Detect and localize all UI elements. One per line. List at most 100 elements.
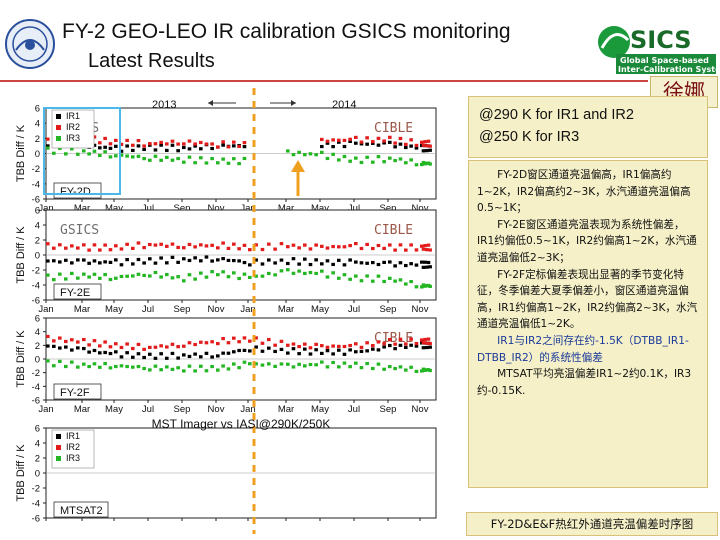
data-point-ir2 [426, 139, 431, 143]
data-point-ir2 [279, 339, 284, 343]
data-point-ir3 [204, 161, 209, 165]
data-point-ir1 [131, 355, 135, 359]
data-point-ir1 [87, 350, 91, 354]
panel-label-box [53, 501, 109, 518]
legend-entry: IR3 [66, 453, 80, 463]
data-point-ir2 [409, 337, 413, 341]
data-point-ir1 [254, 345, 258, 349]
data-point-ir2 [428, 144, 432, 148]
data-point-ir1 [320, 144, 324, 149]
data-point-ir3 [64, 152, 68, 156]
x-tick-label: Jul [142, 304, 154, 315]
data-point-ir3 [273, 273, 277, 277]
data-point-ir1 [404, 145, 408, 150]
data-point-ir1 [337, 140, 341, 144]
x-tick-label: May [105, 304, 123, 315]
legend-marker [56, 125, 61, 130]
data-point-ir3 [342, 273, 347, 277]
desc-fy2f: FY-2F定标偏差表现出显著的季节变化特征，冬季偏差大夏季偏差小，窗区通道亮温偏… [477, 268, 698, 331]
data-point-ir1 [232, 258, 236, 263]
data-point-ir3 [98, 153, 102, 158]
data-point-ir1 [125, 351, 129, 355]
data-point-ir3 [348, 159, 352, 163]
x-tick-label: May [311, 404, 329, 415]
y-tick-label: -4 [32, 281, 40, 292]
data-point-ir1 [425, 149, 429, 153]
y-tick-label: -4 [32, 382, 40, 393]
data-point-ir3 [267, 271, 271, 276]
data-point-ir2 [428, 248, 432, 252]
data-point-ir2 [76, 340, 80, 344]
data-point-ir1 [142, 261, 146, 265]
data-point-ir3 [199, 364, 203, 368]
data-point-ir3 [371, 366, 375, 371]
data-point-ir1 [170, 351, 175, 356]
data-point-ir2 [267, 242, 271, 246]
data-point-ir2 [187, 139, 192, 143]
data-point-ir2 [182, 246, 186, 250]
x-tick-label: May [311, 304, 329, 315]
y-tick-label: 2 [35, 134, 40, 145]
data-point-ir1 [187, 258, 192, 263]
data-point-ir2 [182, 142, 186, 146]
x-tick-label: Jan [38, 404, 53, 415]
data-point-ir1 [182, 145, 186, 150]
data-point-ir1 [398, 343, 403, 347]
data-point-ir1 [291, 257, 296, 261]
data-point-ir2 [286, 343, 290, 347]
data-point-ir1 [237, 259, 241, 263]
data-point-ir2 [87, 343, 91, 347]
data-point-ir3 [182, 369, 186, 373]
svg-text:Global Space-based: Global Space-based [620, 56, 709, 65]
data-point-ir3 [159, 275, 163, 279]
data-point-ir3 [348, 365, 352, 369]
data-point-ir2 [46, 137, 50, 141]
data-point-ir1 [46, 344, 50, 348]
data-point-ir2 [103, 243, 107, 247]
data-point-ir3 [131, 274, 135, 278]
data-point-ir2 [404, 142, 408, 146]
data-point-ir2 [119, 345, 124, 350]
data-point-ir2 [242, 336, 247, 340]
data-point-ir2 [297, 246, 301, 250]
x-tick-label: Sep [380, 304, 397, 315]
data-point-ir1 [159, 143, 163, 147]
data-point-ir3 [58, 272, 62, 276]
data-point-ir3 [182, 279, 186, 283]
data-point-ir2 [216, 145, 220, 149]
data-point-ir3 [64, 364, 68, 369]
data-point-ir1 [371, 141, 375, 145]
data-point-ir3 [354, 156, 358, 160]
data-point-ir3 [204, 275, 209, 279]
data-point-ir1 [210, 146, 214, 151]
x-tick-label: Nov [208, 404, 225, 415]
data-point-ir2 [242, 141, 247, 145]
data-point-ir3 [64, 277, 68, 281]
data-point-ir3 [365, 274, 369, 278]
data-point-ir2 [421, 247, 426, 251]
data-point-ir1 [382, 141, 386, 145]
data-point-ir1 [404, 345, 408, 350]
data-point-ir3 [82, 149, 86, 153]
data-point-ir3 [376, 155, 381, 159]
data-point-ir2 [108, 248, 113, 252]
data-point-ir3 [286, 149, 290, 153]
x-tick-label: Mar [74, 404, 90, 415]
legend-marker [56, 136, 61, 141]
data-point-ir1 [420, 260, 424, 264]
data-point-ir3 [131, 365, 135, 369]
data-point-ir3 [254, 362, 258, 366]
x-tick-label: May [105, 203, 123, 214]
data-point-ir1 [382, 345, 386, 349]
data-point-ir1 [365, 261, 369, 265]
data-point-ir1 [331, 352, 335, 356]
y-tick-label: 6 [35, 104, 40, 115]
data-point-ir3 [216, 161, 220, 165]
x-tick-label: Sep [174, 203, 191, 214]
data-point-ir3 [136, 154, 141, 158]
data-point-ir1 [153, 261, 158, 265]
data-point-ir2 [248, 339, 252, 343]
data-point-ir1 [221, 351, 225, 355]
x-tick-label: Mar [278, 203, 294, 214]
data-point-ir3 [382, 279, 386, 284]
